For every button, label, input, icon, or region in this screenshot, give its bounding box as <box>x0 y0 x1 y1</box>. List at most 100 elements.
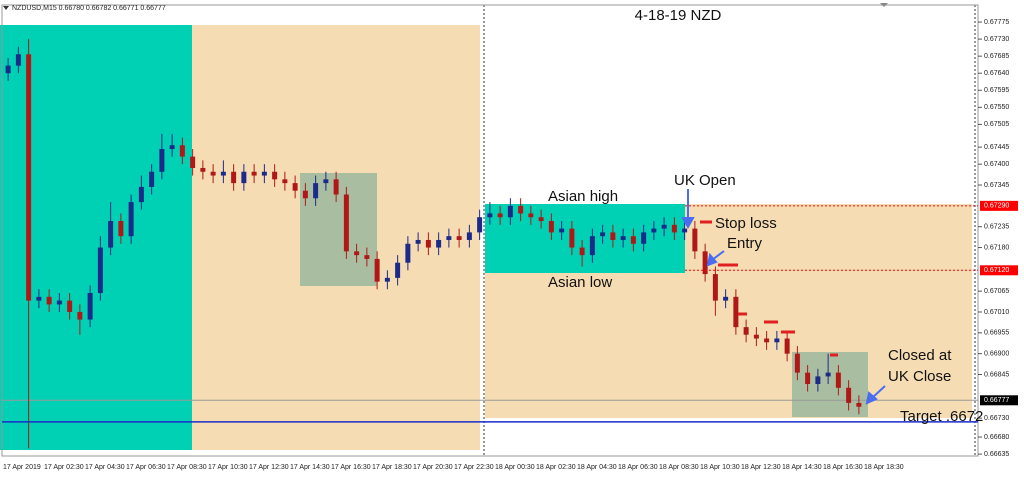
candle-body <box>794 353 800 373</box>
candle-body <box>641 232 647 244</box>
candle-body <box>405 243 411 263</box>
candle-body <box>261 171 267 176</box>
arrow <box>871 385 886 399</box>
candle-body <box>477 217 483 233</box>
x-tick-label: 18 Apr 06:30 <box>618 464 658 471</box>
y-tick-label: 0.67400 <box>984 161 1009 168</box>
candle-body <box>87 293 93 320</box>
candle-body <box>231 171 237 184</box>
chart-title: 4-18-19 NZD <box>635 7 722 24</box>
annotation: Asian low <box>548 274 612 291</box>
scroll-marker <box>880 3 888 7</box>
candle-body <box>671 224 677 233</box>
level-label-bg <box>980 265 1018 276</box>
candle-body <box>343 194 349 252</box>
y-tick-label: 0.67685 <box>984 53 1009 60</box>
x-tick-label: 17 Apr 08:30 <box>167 464 207 471</box>
x-tick-label: 18 Apr 08:30 <box>659 464 699 471</box>
candle-body <box>774 338 780 343</box>
candle-body <box>36 296 42 301</box>
x-tick-label: 17 Apr 10:30 <box>208 464 248 471</box>
x-tick-label: 17 Apr 02:30 <box>44 464 84 471</box>
x-tick-label: 18 Apr 12:30 <box>741 464 781 471</box>
candle-body <box>579 247 585 256</box>
candle-body <box>630 236 636 244</box>
candle-body <box>56 300 62 305</box>
candle-body <box>251 171 257 176</box>
candle-body <box>415 239 421 244</box>
candle-body <box>169 145 175 150</box>
y-tick-label: 0.67345 <box>984 182 1009 189</box>
candle-body <box>395 262 401 278</box>
candle-body <box>374 258 380 282</box>
candle-body <box>446 236 452 240</box>
x-tick-label: 18 Apr 04:30 <box>577 464 617 471</box>
candle-body <box>5 65 11 74</box>
level-label: 0.67120 <box>984 267 1009 274</box>
candle-body <box>784 338 790 354</box>
y-tick-label: 0.67445 <box>984 144 1009 151</box>
candle-body <box>118 221 124 237</box>
level-label: 0.67290 <box>984 203 1009 210</box>
arrow-head <box>865 391 878 405</box>
plot-frame <box>1 4 979 457</box>
candle-body <box>733 296 739 328</box>
y-tick-label: 0.66635 <box>984 451 1009 458</box>
candle-body <box>138 186 144 203</box>
y-tick-label: 0.67010 <box>984 309 1009 316</box>
candle-body <box>692 228 698 252</box>
y-tick-label: 0.66955 <box>984 330 1009 337</box>
candle-body <box>753 334 759 339</box>
candle-body <box>497 213 503 218</box>
candle-body <box>846 387 852 403</box>
candle-body <box>149 171 155 187</box>
x-tick-label: 18 Apr 14:30 <box>782 464 822 471</box>
candle-body <box>436 239 442 248</box>
candle-body <box>159 149 165 172</box>
asian-range-box <box>485 204 685 273</box>
candle-body <box>815 376 821 384</box>
candle-body <box>559 228 565 233</box>
y-tick-label: 0.67505 <box>984 121 1009 128</box>
x-tick-label: 17 Apr 2019 <box>3 464 41 471</box>
candle-body <box>302 190 308 199</box>
y-tick-label: 0.67595 <box>984 87 1009 94</box>
candle-body <box>569 228 575 248</box>
candle-body <box>743 327 749 335</box>
y-tick-label: 0.66845 <box>984 371 1009 378</box>
candle-body <box>282 179 288 184</box>
candle-body <box>456 236 462 240</box>
x-tick-label: 17 Apr 06:30 <box>126 464 166 471</box>
candle-body <box>620 236 626 240</box>
candle-body <box>589 236 595 256</box>
y-tick-label: 0.67730 <box>984 36 1009 43</box>
candle-body <box>241 171 247 184</box>
candle-body <box>702 251 708 275</box>
candle-body <box>610 232 616 240</box>
candle-body <box>15 54 21 66</box>
x-tick-label: 18 Apr 00:30 <box>495 464 535 471</box>
annotation: Entry <box>727 235 763 252</box>
header: NZDUSD,M15 0.66780 0.66782 0.66771 0.667… <box>12 5 166 12</box>
candle-body <box>528 213 534 218</box>
candle-body <box>825 372 831 377</box>
header-icon <box>3 6 9 10</box>
y-tick-label: 0.66680 <box>984 434 1009 441</box>
candle-body <box>600 232 606 237</box>
y-tick-label: 0.66900 <box>984 351 1009 358</box>
y-tick-label: 0.67550 <box>984 104 1009 111</box>
x-tick-label: 17 Apr 14:30 <box>290 464 330 471</box>
candle-body <box>97 247 103 294</box>
candle-body <box>333 179 339 195</box>
candle-body <box>723 296 729 301</box>
y-tick-label: 0.67235 <box>984 224 1009 231</box>
arrow-head <box>706 252 718 267</box>
current-price-bg <box>980 395 1018 406</box>
x-tick-label: 18 Apr 10:30 <box>700 464 740 471</box>
candle-body <box>313 183 319 199</box>
y-tick-label: 0.67180 <box>984 244 1009 251</box>
candle-body <box>220 171 226 176</box>
candle-body <box>323 179 329 184</box>
